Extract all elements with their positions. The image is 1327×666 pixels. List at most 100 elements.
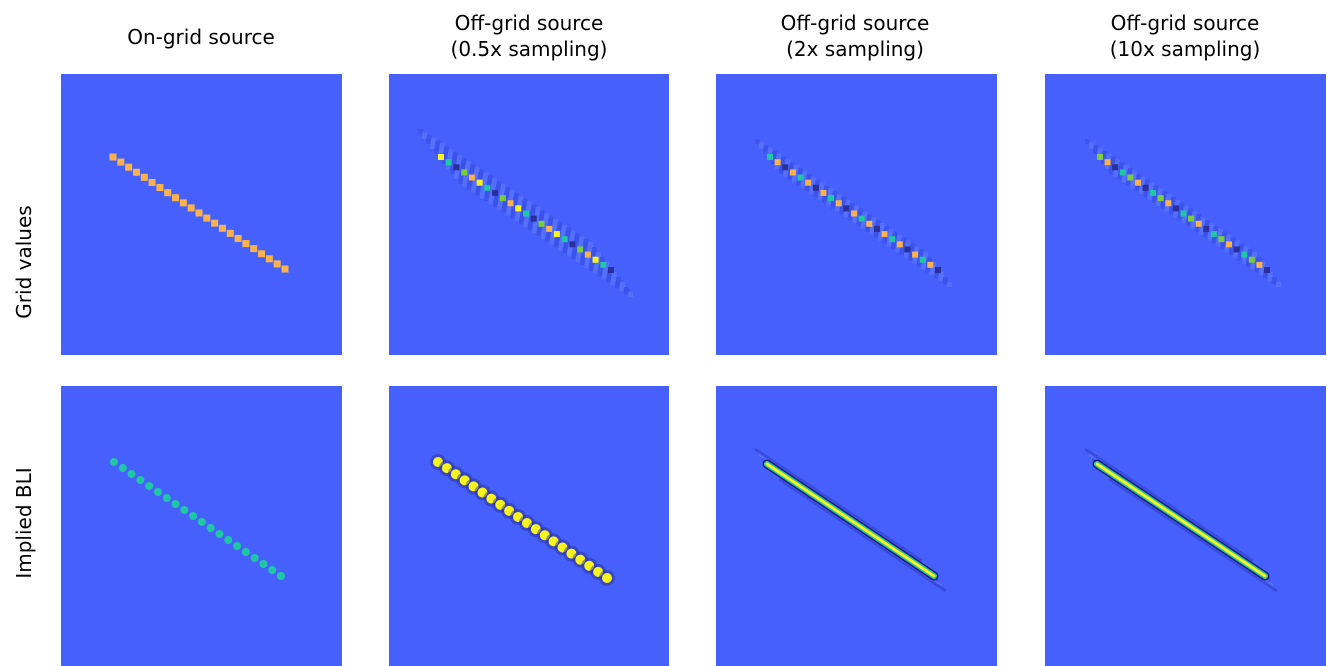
grid-cell	[258, 250, 266, 258]
ringing-cell	[426, 134, 432, 140]
bli-dot	[206, 524, 215, 532]
ringing-cell	[888, 228, 894, 234]
ringing-cell	[509, 189, 515, 195]
ringing-cell	[1179, 202, 1185, 208]
grid-cell	[1127, 174, 1134, 181]
grid-cell	[797, 174, 804, 181]
grid-cell	[904, 246, 911, 253]
grid-cell	[1165, 200, 1172, 207]
ringing-cell	[939, 272, 944, 277]
ringing-cell	[914, 246, 920, 252]
ringing-cell	[542, 225, 548, 231]
ringing-cell	[463, 173, 469, 179]
grid-cell	[140, 173, 148, 181]
ringing-cell	[522, 198, 528, 204]
grid-cell	[592, 256, 599, 263]
ringing-cell	[1213, 225, 1219, 231]
grid-cell	[896, 241, 903, 248]
ringing-cell	[822, 193, 828, 199]
grid-cell	[851, 210, 857, 217]
grid-cell	[179, 199, 187, 207]
grid-cell	[211, 219, 219, 227]
ringing-cell	[809, 185, 815, 191]
ringing-cell	[806, 173, 812, 179]
bli-dot	[233, 542, 242, 550]
column-title-on-grid: On-grid source	[127, 25, 275, 49]
ringing-cell	[828, 188, 834, 194]
ringing-cell	[572, 245, 578, 251]
ringing-cell	[819, 182, 825, 188]
ringing-cell	[581, 251, 587, 257]
ringing-cell	[852, 214, 858, 220]
ringing-cell	[1119, 162, 1125, 168]
ringing-cell	[841, 196, 847, 202]
bli-dot	[197, 518, 206, 526]
ringing-cell	[905, 240, 911, 246]
grid-cell	[1112, 164, 1119, 171]
grid-cell	[492, 189, 499, 196]
ringing-cell	[901, 237, 907, 243]
ringing-cell	[854, 205, 860, 211]
ringing-cell	[1122, 173, 1128, 179]
ringing-cell	[1183, 205, 1189, 211]
grid-cell	[1119, 169, 1126, 176]
ringing-cell	[474, 166, 480, 172]
bli-dot	[136, 476, 145, 484]
ringing-cell	[470, 163, 476, 169]
ringing-cell	[1140, 176, 1146, 182]
panel-bli-0.5x	[389, 386, 669, 666]
ringing-cell	[479, 169, 485, 175]
grid-cell	[218, 224, 226, 232]
ringing-cell	[1250, 260, 1256, 266]
ringing-cell	[620, 282, 625, 287]
grid-cell	[767, 154, 773, 160]
grid-cell	[843, 205, 850, 212]
ringing-cell	[1144, 179, 1150, 185]
grid-cell	[873, 225, 880, 232]
bli-dot	[171, 500, 180, 508]
ringing-cell	[450, 164, 456, 170]
grid-cell	[935, 267, 941, 273]
ringing-cell	[588, 242, 593, 247]
ringing-cell	[832, 191, 838, 197]
ringing-cell	[1109, 164, 1115, 170]
ringing-cell	[628, 292, 633, 297]
ringing-cell	[465, 160, 471, 166]
bli-dot	[153, 488, 162, 496]
bli-dot	[241, 548, 250, 556]
grid-cell	[577, 246, 584, 253]
ringing-cell	[1196, 214, 1202, 220]
ringing-cell	[1152, 193, 1158, 199]
ringing-cell	[1110, 156, 1116, 162]
grid-cell	[1097, 154, 1103, 160]
ringing-cell	[908, 251, 914, 257]
panel-bli-10x	[1045, 386, 1326, 666]
grid-cell	[858, 215, 865, 222]
ringing-cell	[566, 227, 572, 233]
grid-cell	[453, 164, 460, 171]
grid-cell	[561, 236, 568, 243]
ringing-cell	[1239, 243, 1245, 249]
ringing-cell	[624, 287, 629, 292]
ringing-cell	[1209, 223, 1215, 229]
ringing-cell	[767, 147, 773, 153]
grid-cell	[1248, 256, 1255, 263]
grid-cell	[1104, 159, 1111, 166]
ringing-cell	[1127, 167, 1133, 173]
ringing-cell	[1162, 191, 1168, 197]
grid-cell	[1188, 215, 1195, 222]
ringing-cell	[418, 129, 423, 134]
ringing-cell	[500, 184, 506, 190]
ringing-cell	[871, 217, 877, 223]
grid-cell	[608, 267, 614, 273]
grid-cell	[1180, 210, 1187, 217]
grid-cell	[273, 260, 281, 268]
bli-dot	[189, 512, 198, 520]
grid-cell	[546, 225, 553, 232]
grid-cell	[927, 261, 934, 268]
grid-cell	[1157, 195, 1164, 202]
ringing-cell	[931, 262, 936, 267]
ringing-cell	[1182, 214, 1188, 220]
grid-cell	[1195, 220, 1202, 227]
ringing-cell	[487, 175, 493, 181]
